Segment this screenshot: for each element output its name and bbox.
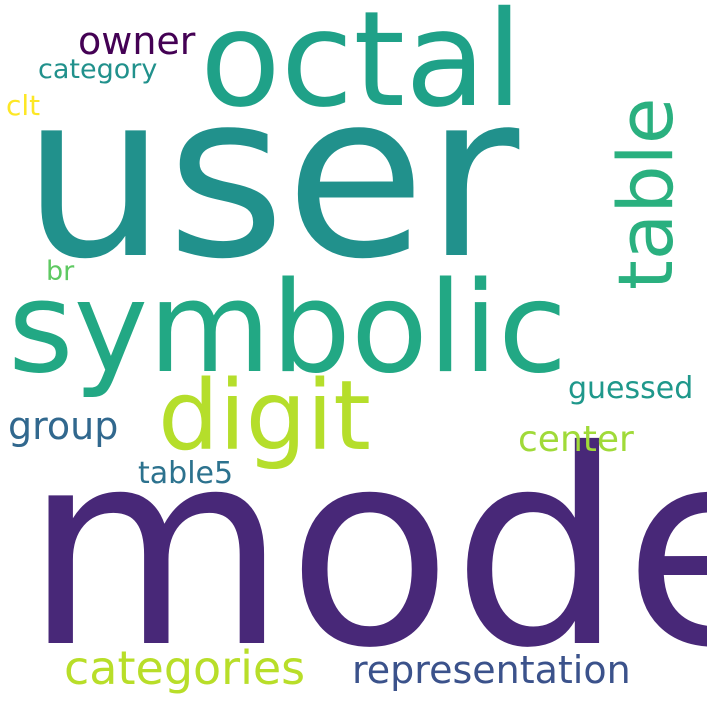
word-user: user: [22, 43, 520, 309]
word-owner: owner: [78, 19, 196, 63]
word-octal: octal: [200, 0, 523, 137]
word-categories: categories: [64, 641, 306, 695]
word-representation: representation: [352, 648, 631, 692]
word-clt: clt: [6, 89, 41, 122]
word-br: br: [46, 256, 75, 287]
word-symbolic: symbolic: [8, 254, 568, 401]
word-table5: table5: [138, 456, 234, 491]
word-center: center: [518, 419, 634, 460]
word-digit: digit: [158, 360, 371, 472]
word-category: category: [38, 54, 158, 85]
word-guessed: guessed: [568, 371, 694, 406]
word-group: group: [8, 404, 119, 448]
word-table: table: [601, 97, 690, 291]
word-mode: mode: [24, 392, 707, 707]
